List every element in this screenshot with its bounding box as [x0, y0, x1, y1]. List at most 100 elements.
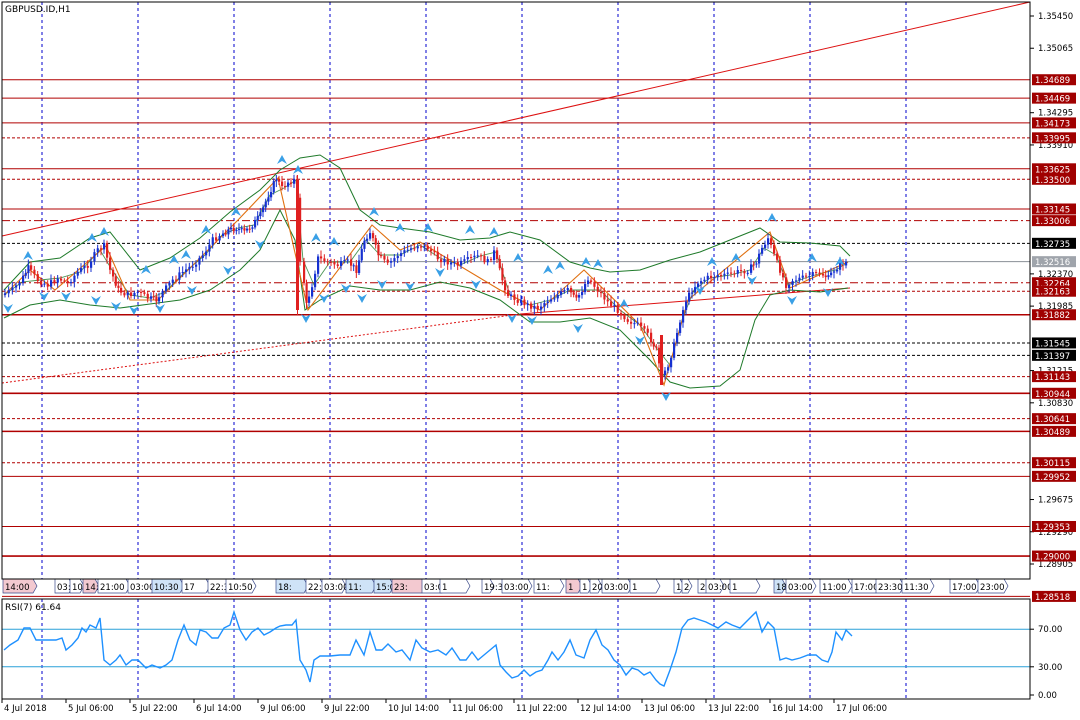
candle-body [243, 228, 246, 231]
candle-body [232, 227, 235, 232]
time-marker-tag[interactable]: 1 [565, 578, 583, 594]
candle-body [114, 276, 117, 286]
candle-body [533, 305, 536, 309]
price-level-tag[interactable]: 1.29952 [1032, 470, 1076, 483]
candle-body [805, 275, 808, 277]
time-marker-tag[interactable]: 22: [305, 578, 325, 594]
time-marker-tag[interactable]: 11:30 [901, 578, 935, 594]
price-level-tag[interactable]: 1.32264 [1032, 277, 1076, 289]
time-marker-label: 11: [536, 583, 550, 593]
price-level-tag[interactable]: 1.30489 [1032, 425, 1076, 438]
time-marker-tag[interactable]: 11: [533, 578, 565, 594]
price-level-tag[interactable]: 1.30641 [1032, 413, 1076, 425]
fractal-up-arrow [581, 257, 591, 266]
fractal-up-arrow [767, 213, 777, 222]
candle-body [750, 264, 753, 273]
price-level-tag[interactable]: 1.28518 [1032, 590, 1076, 603]
fractal-down-arrow [111, 302, 121, 311]
time-marker-tag[interactable]: 18: [275, 578, 309, 594]
time-marker-tag[interactable]: 23:00 [977, 578, 1009, 594]
time-marker-tag[interactable]: 17:00 [949, 578, 981, 594]
time-marker-tag[interactable]: 11: [345, 578, 377, 594]
fractal-down-arrow [635, 336, 645, 345]
time-marker-tag[interactable]: 14:00 [2, 578, 38, 594]
candle-body [613, 304, 616, 306]
price-level-tag[interactable]: 1.31882 [1032, 309, 1076, 321]
fractal-up-arrow [87, 233, 97, 242]
price-level-tag[interactable]: 1.32516 [1032, 256, 1076, 268]
price-level-tag[interactable]: 1.31397 [1032, 349, 1076, 362]
time-marker-tag[interactable]: 23:30 [875, 578, 905, 594]
chart-frames [1, 1, 1031, 700]
time-marker-tag[interactable]: 1 [729, 578, 761, 594]
candle-body [275, 179, 278, 182]
candle-body [299, 197, 302, 262]
price-level-tag-label: 1.29952 [1035, 473, 1070, 483]
price-level-tag[interactable]: 1.30115 [1032, 457, 1076, 469]
price-level-tag[interactable]: 1.33006 [1032, 215, 1076, 227]
price-level-tag[interactable]: 1.33500 [1032, 173, 1076, 186]
candle-body [355, 265, 358, 273]
price-level-tag[interactable]: 1.32735 [1032, 237, 1076, 250]
price-level-tag[interactable]: 1.29353 [1032, 520, 1076, 533]
candle-body [606, 299, 609, 302]
candle-body [158, 297, 161, 302]
price-level-tag-label: 1.34173 [1035, 119, 1070, 129]
time-marker-label: 1 [632, 583, 637, 593]
horizontal-level-lines[interactable] [2, 79, 1030, 597]
time-axis[interactable]: 4 Jul 2018 5 Jul 06:00 5 Jul 22:00 6 Jul 14… [1, 699, 887, 714]
candle-body [80, 268, 83, 272]
time-marker-tag[interactable]: 11:00 [819, 578, 853, 594]
price-level-tag-box [1032, 173, 1076, 185]
time-marker-tag[interactable]: 10:50 [225, 578, 257, 594]
trend-lines[interactable] [1, 1, 1031, 384]
time-marker-tag[interactable]: 10:30 [151, 578, 185, 594]
candle-body [126, 292, 129, 296]
price-level-tag[interactable]: 1.34173 [1032, 117, 1076, 129]
candle-body [720, 275, 723, 277]
time-marker-tag[interactable]: 23: [391, 578, 427, 594]
price-level-tag[interactable]: 1.34469 [1032, 92, 1076, 105]
candle-body [593, 281, 596, 287]
price-level-tag-label: 1.31143 [1035, 373, 1070, 383]
candle-body [73, 275, 76, 283]
time-marker-tag[interactable]: 1 [629, 578, 661, 594]
price-level-tag[interactable]: 1.31545 [1032, 337, 1076, 349]
bollinger-bands [3, 154, 851, 389]
candle-body [410, 248, 413, 250]
price-level-tag[interactable]: 1.30944 [1032, 387, 1076, 400]
time-marker-tag[interactable]: 03:00 [785, 578, 817, 594]
candle-body [18, 282, 21, 286]
price-level-tag[interactable]: 1.29000 [1032, 550, 1076, 563]
time-tick-label: 11 Jul 22:00 [516, 704, 567, 714]
price-level-tag[interactable]: 1.32163 [1032, 285, 1076, 298]
time-marker-label: 2 [684, 583, 689, 593]
price-level-tag[interactable]: 1.33995 [1032, 132, 1076, 144]
candle-body [46, 283, 49, 287]
candle-body [633, 323, 636, 325]
time-marker-tag[interactable]: 1 [439, 578, 471, 594]
price-level-tag[interactable]: 1.33145 [1032, 203, 1076, 215]
time-marker-tag[interactable]: 21:00 [97, 578, 131, 594]
fractal-down-arrow [507, 314, 517, 323]
price-axis[interactable]: 1.35450 1.35065 1.34295 1.33910 1.32370 1.319… [1030, 12, 1076, 701]
candle-body [175, 279, 178, 281]
rsi-subwindow[interactable] [2, 609, 1030, 687]
price-level-tag[interactable]: 1.31143 [1032, 371, 1076, 383]
price-level-tag[interactable]: 1.33625 [1032, 163, 1076, 175]
time-marker-tag[interactable]: 03:00 [501, 578, 533, 594]
fractal-up-arrow [423, 223, 433, 232]
time-marker-tag[interactable]: 03:00 [601, 578, 633, 594]
price-level-tag-label: 1.31397 [1035, 352, 1070, 362]
time-marker-tag[interactable]: 17 [181, 578, 211, 594]
candle-body [53, 280, 56, 283]
price-level-tag[interactable]: 1.34689 [1032, 74, 1076, 86]
candle-body [326, 261, 329, 263]
candle-body [208, 244, 211, 252]
candle-body [570, 288, 573, 293]
time-tick-label: 5 Jul 06:00 [68, 704, 114, 714]
candle-body [262, 207, 265, 213]
fractal-up-arrow [619, 299, 629, 308]
